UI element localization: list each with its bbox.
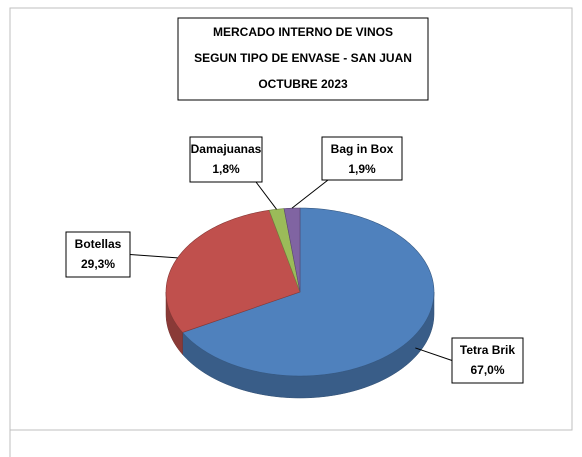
slice bbox=[182, 207, 435, 377]
data-label: 1,8% bbox=[212, 162, 240, 176]
chart-title: SEGUN TIPO DE ENVASE - SAN JUAN bbox=[194, 51, 412, 65]
label-box bbox=[321, 136, 403, 181]
slice bbox=[165, 209, 301, 333]
leader-line bbox=[415, 347, 453, 361]
data-label: 67,0% bbox=[470, 363, 504, 377]
chart-title: MERCADO INTERNO DE VINOS bbox=[213, 25, 393, 39]
label-box bbox=[189, 136, 263, 183]
data-label-name: Damajuanas bbox=[191, 142, 262, 156]
title-box bbox=[177, 17, 429, 101]
data-label-name: Bag in Box bbox=[331, 142, 394, 156]
leader-line bbox=[129, 254, 178, 259]
label-box bbox=[65, 231, 131, 278]
data-label-name: Tetra Brik bbox=[460, 343, 515, 357]
label-box bbox=[451, 337, 524, 384]
chart-title: OCTUBRE 2023 bbox=[258, 77, 348, 91]
leader-line bbox=[291, 179, 329, 209]
data-label: 1,9% bbox=[348, 162, 376, 176]
data-label: 29,3% bbox=[81, 257, 115, 271]
slice bbox=[268, 208, 301, 293]
data-label-name: Botellas bbox=[75, 237, 122, 251]
leader-line bbox=[255, 181, 277, 210]
